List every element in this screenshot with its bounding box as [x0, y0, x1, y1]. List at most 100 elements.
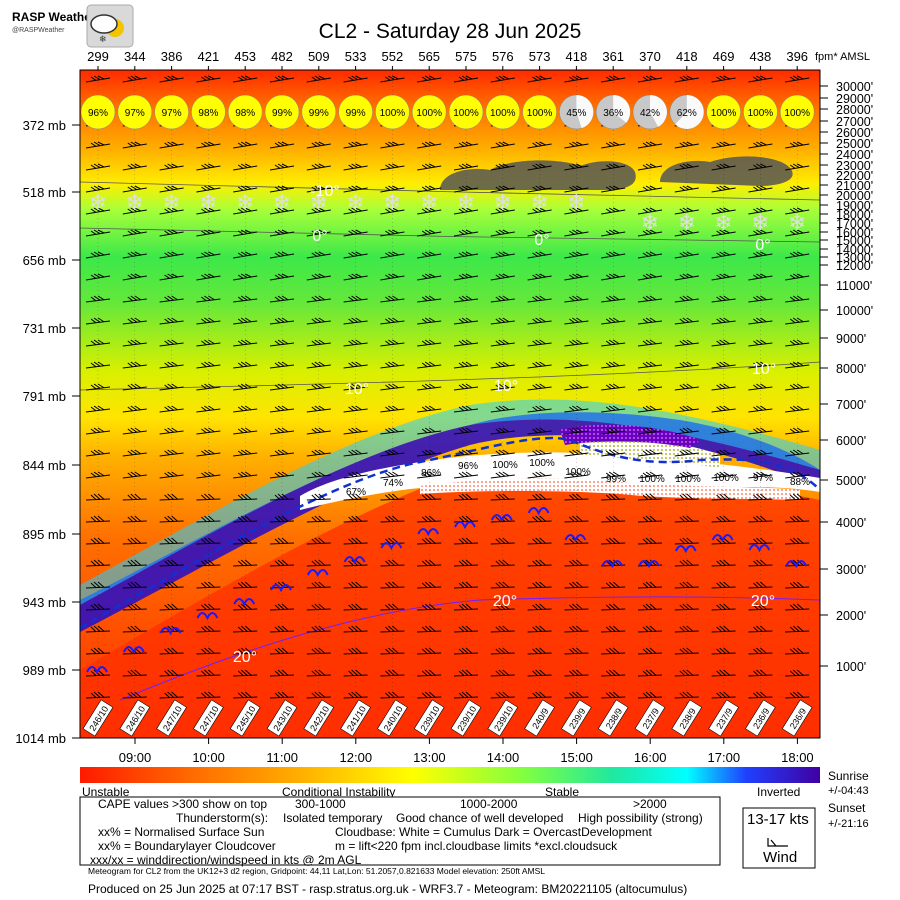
wind-barb [85, 141, 111, 149]
wind-barb [233, 559, 258, 567]
wind-barb [233, 141, 258, 149]
wind-barb [674, 339, 699, 347]
wind-barb [380, 207, 405, 215]
snow-icon: ❄ [310, 190, 328, 215]
wind-barb [674, 691, 699, 699]
wind-barb [343, 295, 368, 303]
snow-icon: ❄ [273, 190, 291, 215]
wind-barb [711, 141, 736, 149]
wind-barb [196, 383, 221, 391]
wind-barb [527, 163, 552, 171]
wind-barb [453, 691, 479, 699]
wind-barb [453, 647, 479, 655]
wind-barb [601, 405, 626, 413]
wind-barb [674, 405, 699, 413]
wind-barb [417, 515, 442, 523]
wind-barb [564, 493, 589, 501]
model-note: Meteogram for CL2 from the UK12+3 d2 reg… [88, 866, 546, 876]
wind-barb [306, 273, 331, 281]
wind-barb [711, 163, 736, 171]
wind-barb [196, 669, 221, 677]
wind-barb [269, 317, 295, 325]
thermal-fpm-label: 299 [87, 49, 109, 64]
wind-barb [748, 317, 773, 325]
upper-overcast-cloud [440, 160, 636, 190]
wind-barb [380, 493, 405, 501]
snow-marks: ❄ ❄ ❄ ❄ ❄ ❄ ❄ ❄ ❄ ❄ ❄ ❄ ❄ ❄ ❄ ❄ ❄ ❄ ❄ [89, 190, 807, 235]
wind-barb [380, 449, 405, 457]
wind-barb [785, 515, 810, 523]
wind-barb [453, 405, 479, 413]
wind-barb [527, 405, 552, 413]
wind-barb [748, 625, 773, 633]
wind-barb [417, 361, 442, 369]
wind-barb [380, 383, 405, 391]
wind-barb [122, 317, 147, 325]
wind-barb [269, 163, 295, 171]
wind-barb [637, 141, 663, 149]
sun-circle [485, 94, 521, 130]
wind-barb [674, 229, 699, 237]
wind-barb [196, 295, 221, 303]
wind-barb [306, 383, 331, 391]
sun-pct-label: 100% [748, 108, 774, 119]
wind-barb [785, 383, 810, 391]
wind-barb [785, 493, 810, 501]
wind-barb [601, 383, 626, 391]
pressure-label: 731 mb [23, 321, 66, 336]
altitude-label: 1000' [836, 660, 866, 674]
cape-label: CAPE values >300 show on top [98, 797, 268, 811]
wind-barb [453, 559, 479, 567]
wind-barb [417, 273, 442, 281]
wind-barb [159, 295, 184, 303]
wind-barb [711, 405, 736, 413]
wind-barb [637, 515, 663, 523]
wind-barb [674, 141, 699, 149]
wind-barb [711, 669, 736, 677]
snow-icon: ❄ [641, 210, 659, 235]
wind-barb [490, 603, 515, 611]
wind-barb [85, 581, 111, 589]
wind-barb [306, 581, 331, 589]
snow-icon: ❄ [530, 190, 548, 215]
altitude-label: 13000' [836, 251, 873, 265]
wind-barb [748, 273, 773, 281]
wind-barb [564, 471, 589, 479]
wind-barb [233, 581, 258, 589]
wind-barb [122, 75, 147, 83]
thermal-mark [122, 646, 145, 655]
wind-barb [453, 471, 479, 479]
wind-barb [417, 251, 442, 259]
wind-barb [159, 427, 184, 435]
wind-barb [343, 251, 368, 259]
wind-barb [527, 383, 552, 391]
wind-barb [637, 295, 663, 303]
surface-wind-box [303, 699, 335, 737]
altitude-label: 24000' [836, 148, 873, 162]
cape-range-1: 300-1000 [295, 797, 346, 811]
wind-barb [453, 75, 479, 83]
altitude-label: 23000' [836, 159, 873, 173]
wind-barb [601, 493, 626, 501]
wind-barb [748, 691, 773, 699]
wind-barb [453, 185, 479, 193]
isotherm-0 [79, 227, 821, 243]
wind-barb [233, 251, 258, 259]
altitude-label: 3000' [836, 563, 866, 577]
sun-pct-label: 96% [88, 108, 108, 119]
wind-barb [527, 449, 552, 457]
wind-barb [196, 229, 221, 237]
surface-wind-box [229, 699, 261, 737]
wind-barb [343, 669, 368, 677]
wind-barb [453, 163, 479, 171]
wind-barb [601, 75, 626, 83]
wind-barb [122, 427, 147, 435]
plot-frame [79, 69, 821, 739]
wind-barb [601, 317, 626, 325]
wind-barb [601, 427, 626, 435]
wind-barb [785, 537, 810, 545]
wind-barb [306, 295, 331, 303]
wind-barb [417, 647, 442, 655]
altitude-label: 22000' [836, 169, 873, 183]
wind-barb [159, 229, 184, 237]
